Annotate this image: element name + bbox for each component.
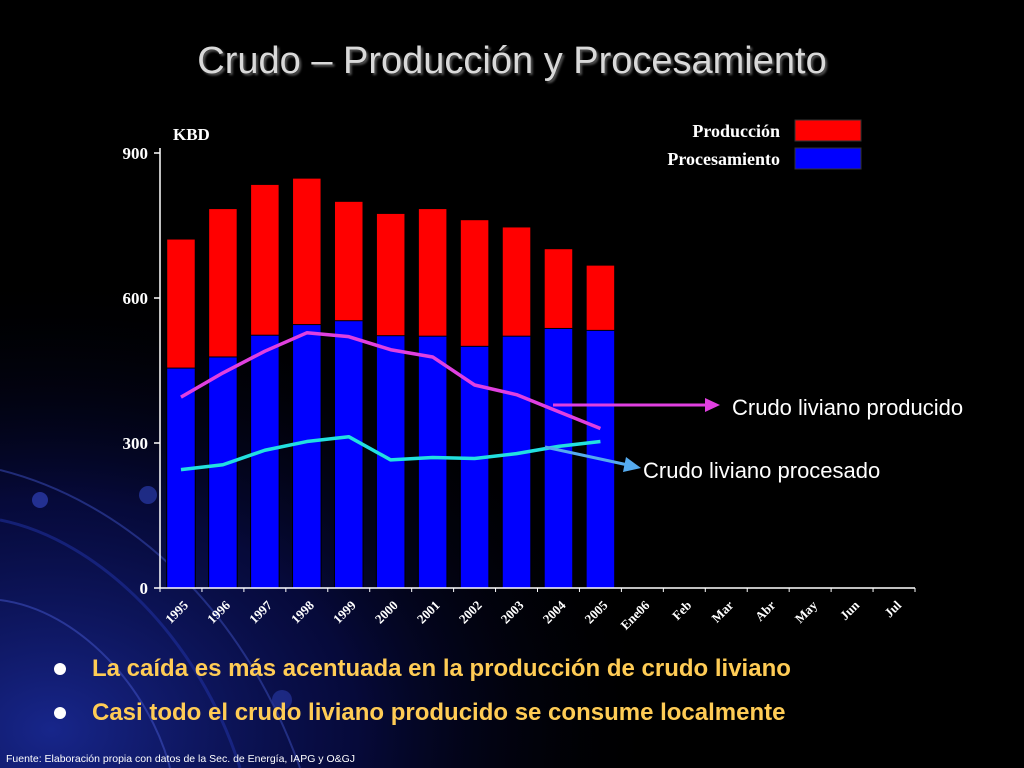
x-tick-label: 2005 xyxy=(582,597,611,626)
x-tick-label: 2001 xyxy=(414,598,443,627)
x-tick-label: Ene06 xyxy=(617,597,652,632)
x-tick-label: 2002 xyxy=(456,598,485,627)
y-axis-label: KBD xyxy=(173,125,210,144)
x-tick-label: Jun xyxy=(837,597,863,623)
bullet-dot-icon xyxy=(54,663,66,675)
x-tick-label: 1995 xyxy=(162,597,191,626)
bar-procesamiento xyxy=(501,335,532,589)
bullet-item: La caída es más acentuada en la producci… xyxy=(44,655,791,683)
bar-procesamiento xyxy=(375,335,406,589)
bullet-item: Casi todo el crudo liviano producido se … xyxy=(44,699,791,727)
bar-procesamiento xyxy=(543,327,574,589)
line-liviano-procesado xyxy=(180,434,601,472)
annotation-liviano-producido: Crudo liviano producido xyxy=(732,395,963,420)
page-title: Crudo – Producción y Procesamiento xyxy=(197,40,827,82)
arrow-procesado-line xyxy=(544,445,629,467)
legend-swatch xyxy=(794,147,862,170)
bullet-text: Casi todo el crudo liviano producido se … xyxy=(92,699,786,726)
bar-procesamiento xyxy=(166,367,196,589)
lines-layer xyxy=(180,331,602,472)
x-tick-label: Feb xyxy=(669,598,694,623)
bar-procesamiento xyxy=(417,335,448,589)
legend-swatch xyxy=(794,119,862,142)
bar-procesamiento xyxy=(333,320,364,589)
legend-label: Producción xyxy=(692,121,780,141)
arrow-producido-head xyxy=(705,398,720,412)
annotation-liviano-procesado: Crudo liviano procesado xyxy=(643,458,880,483)
y-tick-label: 0 xyxy=(140,579,149,598)
x-tick-label: May xyxy=(792,597,821,626)
line-liviano-producido xyxy=(180,331,602,431)
annotations-layer: Crudo liviano producido Crudo liviano pro… xyxy=(544,395,963,483)
bullet-list: La caída es más acentuada en la producci… xyxy=(44,655,791,743)
bar-procesamiento xyxy=(292,324,322,589)
y-tick-label: 600 xyxy=(123,289,149,308)
x-tick-label: Jul xyxy=(881,597,904,620)
y-tick-label: 300 xyxy=(123,434,149,453)
x-tick-label: 1997 xyxy=(246,597,275,626)
x-tick-label: Abr xyxy=(752,597,779,624)
bar-procesamiento xyxy=(459,345,490,589)
x-tick-label: 2003 xyxy=(498,597,527,626)
bar-procesamiento xyxy=(208,356,238,589)
bullet-text: La caída es más acentuada en la producci… xyxy=(92,655,791,682)
x-tick-label: 1999 xyxy=(330,597,359,626)
x-tick-label: 1998 xyxy=(288,597,317,626)
x-tick-label: 2000 xyxy=(372,598,401,627)
legend-label: Procesamiento xyxy=(667,149,780,169)
x-tick-label: 2004 xyxy=(540,597,569,626)
x-tick-label: Mar xyxy=(708,597,736,625)
bullet-dot-icon xyxy=(54,707,66,719)
x-tick-label: 1996 xyxy=(204,597,233,626)
arrow-procesado-head xyxy=(623,457,641,472)
bar-procesamiento xyxy=(250,334,280,589)
bars-layer xyxy=(166,177,616,589)
y-tick-label: 900 xyxy=(123,144,149,163)
source-note: Fuente: Elaboración propia con datos de … xyxy=(6,753,356,765)
legend-layer: Producción Procesamiento xyxy=(667,119,862,170)
